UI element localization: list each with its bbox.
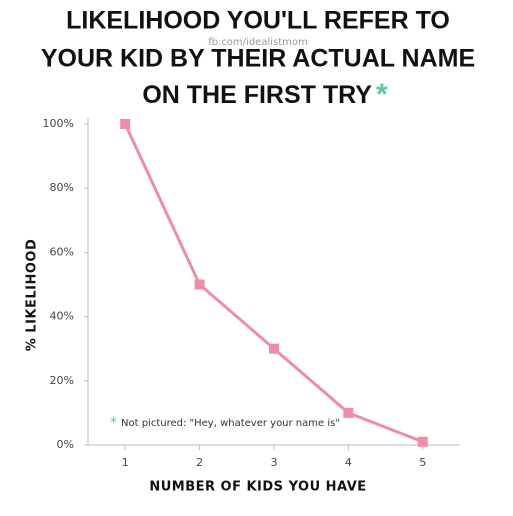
annotation-marker: *: [110, 415, 117, 431]
y-tick-label: 40%: [50, 310, 74, 323]
annotation: * Not pictured: "Hey, whatever your name …: [110, 415, 340, 431]
y-tick-label: 0%: [57, 438, 74, 451]
x-tick-label: 4: [345, 456, 352, 469]
data-point: [417, 436, 428, 447]
y-tick-label: 80%: [50, 181, 74, 194]
y-axis-title: % LIKELIHOOD: [25, 239, 40, 352]
x-tick-label: 1: [122, 456, 129, 469]
x-tick-label: 5: [419, 456, 426, 469]
chart-title: ON THE FIRST TRY: [142, 81, 372, 109]
y-tick-label: 60%: [50, 245, 74, 258]
x-tick-label: 2: [196, 456, 203, 469]
title-marker: *: [376, 78, 388, 111]
chart-title: ON THE FIRST TRY *: [142, 78, 388, 111]
data-line: [123, 123, 424, 444]
chart-title: LIKELIHOOD YOU'LL REFER TO: [66, 7, 450, 35]
watermark: fb.com/idealistmom: [208, 37, 307, 48]
data-point: [343, 407, 354, 418]
annotation-text: Not pictured: "Hey, whatever your name i…: [121, 418, 340, 429]
data-point: [269, 343, 279, 354]
chart-title: YOUR KID BY THEIR ACTUAL NAME: [41, 45, 475, 73]
data-point: [194, 279, 205, 290]
y-tick-label: 100%: [43, 117, 74, 130]
x-axis-title: NUMBER OF KIDS YOU HAVE: [149, 480, 366, 495]
data-point: [120, 119, 131, 129]
x-tick-label: 3: [271, 456, 278, 469]
y-tick-label: 20%: [50, 374, 74, 387]
